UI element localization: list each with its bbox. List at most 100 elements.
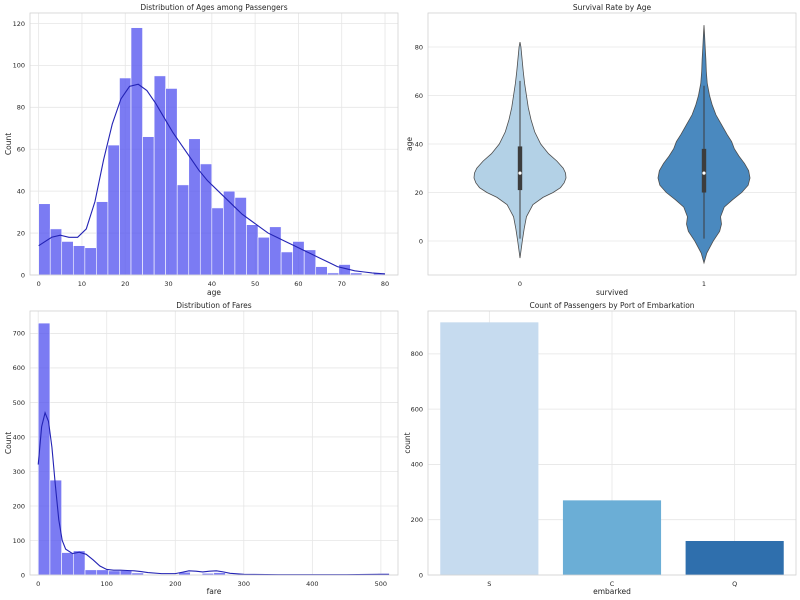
fare-kde-line (37, 411, 390, 576)
histogram-bar (61, 552, 74, 576)
embarked-bar-ticks: 0 200 400 600 800 S C Q (411, 350, 738, 588)
fare-histogram-panel: Distribution of Fares 0 100 200 300 400 500 60… (4, 301, 399, 596)
embarked-bar-xlabel: embarked (593, 587, 631, 596)
survival-violin-frame (427, 12, 797, 276)
survival-violin-gridlines (428, 46, 796, 242)
x-tick-label: 20 (121, 280, 129, 288)
x-tick-label: 100 (101, 580, 113, 588)
histogram-bar (280, 251, 293, 276)
histogram-bar (108, 570, 121, 576)
x-tick-label: 0 (37, 280, 41, 288)
age-histogram-ticks: 0 20 40 60 80 100 120 0 10 20 30 40 50 60 70 80 (13, 20, 390, 288)
embarked-bar-c (562, 500, 662, 575)
violin-median-marker (702, 171, 706, 175)
fare-histogram-bars (37, 322, 390, 576)
x-tick-label: C (610, 580, 615, 588)
y-tick-label: 60 (415, 92, 423, 100)
embarked-bar-title: Count of Passengers by Port of Embarkati… (529, 301, 694, 310)
histogram-bar (199, 163, 213, 276)
histogram-bar (211, 207, 224, 276)
histogram-bar (153, 75, 166, 276)
histogram-bar (142, 136, 155, 276)
age-histogram-frame (29, 12, 399, 276)
y-tick-label: 100 (13, 537, 25, 545)
histogram-bar (223, 190, 236, 276)
age-kde-line (38, 83, 386, 275)
y-tick-label: 600 (13, 364, 25, 372)
y-tick-label: 40 (17, 187, 25, 195)
x-tick-label: 50 (251, 280, 259, 288)
y-tick-label: 0 (419, 237, 423, 245)
embarked-bar-ylabel: count (403, 432, 412, 453)
y-tick-label: 600 (411, 405, 423, 413)
histogram-bar (315, 266, 328, 276)
age-histogram-ylabel: Count (4, 133, 13, 155)
histogram-bar (72, 245, 86, 276)
y-tick-label: 800 (411, 350, 423, 358)
x-tick-label: 10 (78, 280, 86, 288)
y-tick-label: 100 (13, 62, 25, 70)
fare-histogram-xlabel: fare (207, 587, 222, 596)
histogram-bar (96, 201, 109, 276)
histogram-bar (84, 569, 98, 576)
embarked-bar-panel: Count of Passengers by Port of Embarkati… (403, 301, 797, 596)
fare-histogram-ticks: 0 100 200 300 400 500 600 700 0 100 200 300 400 500 (13, 330, 388, 588)
y-tick-label: 0 (21, 571, 25, 579)
violin-iqr-box (701, 148, 707, 193)
embarked-bar-s (440, 322, 539, 575)
histogram-bar (257, 236, 270, 276)
x-tick-label: S (487, 580, 491, 588)
x-tick-label: 0 (518, 280, 522, 288)
histogram-bar (130, 27, 143, 276)
y-tick-label: 20 (17, 229, 25, 237)
survival-violin-title: Survival Rate by Age (573, 3, 652, 12)
x-tick-label: 40 (208, 280, 216, 288)
y-tick-label: 0 (419, 571, 423, 579)
x-tick-label: 500 (375, 580, 387, 588)
y-tick-label: 400 (13, 433, 25, 441)
x-tick-label: Q (732, 580, 737, 588)
y-tick-label: 400 (411, 461, 423, 469)
y-tick-label: 20 (415, 189, 423, 197)
histogram-bar (61, 241, 74, 276)
age-histogram-title: Distribution of Ages among Passengers (140, 3, 287, 12)
x-tick-label: 300 (238, 580, 250, 588)
histogram-bar (188, 138, 201, 276)
fare-histogram-title: Distribution of Fares (176, 301, 252, 310)
survival-violin-panel: Survival Rate by Age 0 20 40 60 80 0 1 survive… (405, 3, 797, 297)
histogram-bar (73, 550, 86, 576)
histogram-bar (96, 569, 109, 576)
fare-histogram-gridlines (30, 311, 398, 576)
x-tick-label: 200 (169, 580, 181, 588)
y-tick-label: 40 (415, 140, 423, 148)
y-tick-label: 300 (13, 468, 25, 476)
y-tick-label: 700 (13, 330, 25, 338)
y-tick-label: 60 (17, 146, 25, 154)
y-tick-label: 200 (13, 502, 25, 510)
y-tick-label: 0 (21, 271, 25, 279)
histogram-bar (119, 77, 132, 276)
fare-histogram-frame (29, 310, 399, 576)
x-tick-label: 80 (381, 280, 389, 288)
histogram-bar (107, 144, 120, 276)
age-histogram-xlabel: age (207, 288, 221, 297)
survival-violin-xlabel: survived (596, 288, 628, 297)
x-tick-label: 0 (36, 580, 40, 588)
embarked-bar-frame (427, 310, 797, 576)
x-tick-label: 1 (702, 280, 706, 288)
x-tick-label: 70 (338, 280, 346, 288)
embarked-bar-q (685, 540, 784, 575)
embarked-bars (440, 322, 784, 575)
survival-violins (473, 25, 751, 265)
histogram-bar (176, 184, 190, 276)
histogram-bar (84, 247, 97, 276)
x-tick-label: 60 (294, 280, 302, 288)
fare-histogram-ylabel: Count (4, 432, 13, 454)
age-histogram-panel: Distribution of Ages among Passengers 0 2… (4, 3, 399, 297)
histogram-bar (165, 88, 178, 276)
y-tick-label: 200 (411, 516, 423, 524)
x-tick-label: 400 (306, 580, 318, 588)
violin-median-marker (518, 171, 522, 175)
histogram-bar (292, 241, 305, 276)
